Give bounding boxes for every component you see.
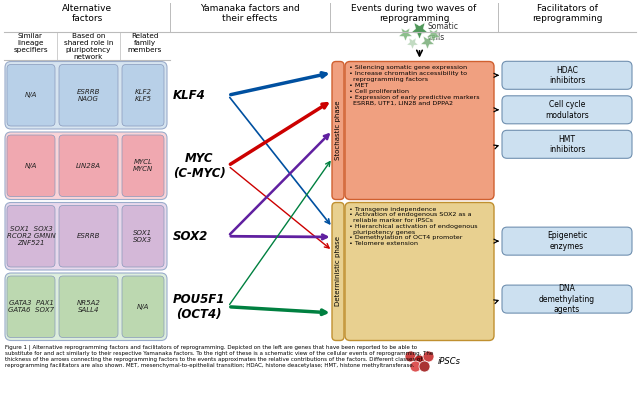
Circle shape (419, 361, 430, 372)
Text: iPSCs: iPSCs (438, 357, 461, 366)
Circle shape (405, 351, 416, 362)
Text: POU5F1
(OCT4): POU5F1 (OCT4) (173, 293, 225, 321)
Text: Events during two waves of
reprogramming: Events during two waves of reprogramming (351, 4, 477, 23)
FancyBboxPatch shape (345, 202, 494, 340)
FancyBboxPatch shape (7, 276, 55, 338)
Text: KLF4: KLF4 (173, 89, 205, 102)
FancyBboxPatch shape (59, 206, 118, 267)
Text: SOX1  SOX3
RCOR2 GMNN
ZNF521: SOX1 SOX3 RCOR2 GMNN ZNF521 (6, 226, 56, 246)
Text: Related
family
members: Related family members (128, 33, 162, 53)
Text: KLF2
KLF5: KLF2 KLF5 (134, 89, 152, 102)
FancyBboxPatch shape (7, 64, 55, 126)
FancyBboxPatch shape (122, 135, 164, 196)
FancyBboxPatch shape (122, 64, 164, 126)
FancyBboxPatch shape (345, 62, 494, 200)
FancyBboxPatch shape (59, 64, 118, 126)
Polygon shape (427, 29, 440, 42)
Circle shape (423, 351, 434, 362)
Text: SOX2: SOX2 (173, 230, 208, 243)
Text: NR5A2
SALL4: NR5A2 SALL4 (77, 300, 100, 313)
Text: • Transgene independence
• Activation of endogenous SOX2 as a
  reliable marker : • Transgene independence • Activation of… (349, 206, 477, 246)
FancyBboxPatch shape (502, 285, 632, 313)
Circle shape (410, 361, 421, 372)
Text: Yamanaka factors and
their effects: Yamanaka factors and their effects (200, 4, 300, 23)
Polygon shape (411, 23, 428, 39)
Text: ESRRB
NAOG: ESRRB NAOG (77, 89, 100, 102)
Polygon shape (421, 36, 434, 49)
Text: Deterministic phase: Deterministic phase (335, 236, 341, 306)
Text: HDAC
inhibitors: HDAC inhibitors (549, 66, 585, 85)
FancyBboxPatch shape (5, 202, 167, 270)
FancyBboxPatch shape (5, 132, 167, 200)
Polygon shape (399, 28, 412, 41)
FancyBboxPatch shape (332, 62, 344, 200)
Text: Stochastic phase: Stochastic phase (335, 101, 341, 160)
Text: Alternative
factors: Alternative factors (62, 4, 112, 23)
Text: SOX1
SOX3: SOX1 SOX3 (133, 230, 152, 243)
FancyBboxPatch shape (502, 130, 632, 158)
Circle shape (414, 355, 425, 366)
FancyBboxPatch shape (7, 135, 55, 196)
Text: GATA3  PAX1
GATA6  SOX7: GATA3 PAX1 GATA6 SOX7 (8, 300, 54, 313)
Text: Somatic
cells: Somatic cells (428, 22, 458, 42)
FancyBboxPatch shape (122, 206, 164, 267)
Text: MYCL
MYCN: MYCL MYCN (133, 159, 153, 172)
FancyBboxPatch shape (5, 62, 167, 129)
FancyBboxPatch shape (502, 61, 632, 89)
Text: • Silencing somatic gene expression
• Increase chromatin accessibility to
  repr: • Silencing somatic gene expression • In… (349, 66, 479, 105)
FancyBboxPatch shape (59, 135, 118, 196)
Text: Based on
shared role in
pluripotency
network: Based on shared role in pluripotency net… (64, 33, 113, 60)
Text: Figure 1 | Alternative reprogramming factors and facilitators of reprogramming. : Figure 1 | Alternative reprogramming fac… (5, 345, 433, 368)
Text: LIN28A: LIN28A (76, 163, 101, 169)
Text: ESRRB: ESRRB (77, 233, 100, 239)
FancyBboxPatch shape (7, 206, 55, 267)
Text: N/A: N/A (25, 163, 37, 169)
Text: Epigenetic
enzymes: Epigenetic enzymes (547, 232, 587, 251)
Text: N/A: N/A (25, 92, 37, 98)
FancyBboxPatch shape (332, 202, 344, 340)
FancyBboxPatch shape (502, 227, 632, 255)
FancyBboxPatch shape (502, 96, 632, 124)
FancyBboxPatch shape (122, 276, 164, 338)
Text: Facilitators of
reprogramming: Facilitators of reprogramming (532, 4, 602, 23)
Text: Similar
lineage
specifiers: Similar lineage specifiers (13, 33, 48, 53)
Text: DNA
demethylating
agents: DNA demethylating agents (539, 284, 595, 314)
Polygon shape (407, 38, 418, 49)
Text: HMT
inhibitors: HMT inhibitors (549, 134, 585, 154)
FancyBboxPatch shape (59, 276, 118, 338)
Text: MYC
(C-MYC): MYC (C-MYC) (173, 152, 226, 180)
Text: Cell cycle
modulators: Cell cycle modulators (545, 100, 589, 120)
FancyBboxPatch shape (5, 273, 167, 340)
Text: N/A: N/A (137, 304, 149, 310)
